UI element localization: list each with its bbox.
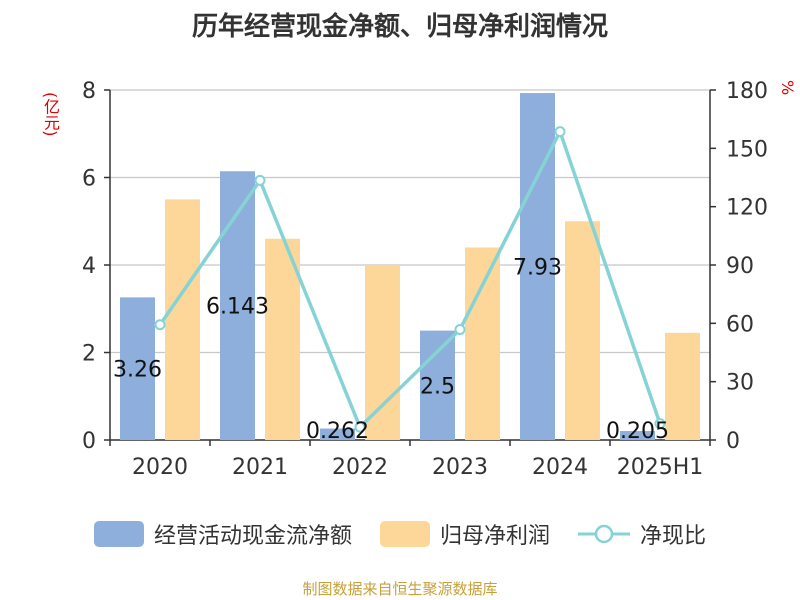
legend-item-profit[interactable]: 归母净利润 bbox=[379, 518, 550, 550]
y-left-tick-label: 8 bbox=[82, 79, 96, 104]
y-axis-left-label: (亿元) bbox=[41, 92, 60, 137]
bar-profit bbox=[365, 265, 400, 440]
x-tick-label: 2024 bbox=[532, 455, 588, 480]
ratio-point bbox=[554, 126, 566, 138]
legend-label-profit: 归母净利润 bbox=[439, 524, 550, 549]
legend-item-ratio[interactable]: 净现比 bbox=[578, 518, 706, 550]
ratio-point bbox=[254, 174, 266, 186]
y-right-tick-label: 120 bbox=[726, 196, 768, 221]
y-right-tick-label: 180 bbox=[726, 79, 768, 104]
ratio-point bbox=[154, 319, 166, 331]
y-right-tick-label: 90 bbox=[726, 254, 754, 279]
y-left-tick-label: 4 bbox=[82, 254, 96, 279]
legend-swatch-profit bbox=[379, 521, 430, 547]
x-tick-label: 2025H1 bbox=[617, 455, 704, 480]
y-right-tick-label: 150 bbox=[726, 137, 768, 162]
data-label-cashflow: 0.205 bbox=[606, 419, 669, 444]
y-axis-right-label: % bbox=[778, 80, 797, 96]
data-label-cashflow: 2.5 bbox=[420, 374, 455, 399]
ratio-point bbox=[654, 418, 666, 430]
bar-profit bbox=[265, 238, 300, 440]
source-note: 制图数据来自恒生聚源数据库 bbox=[302, 580, 498, 598]
legend-line-icon bbox=[578, 524, 630, 544]
y-right-tick-label: 60 bbox=[726, 312, 754, 337]
data-label-cashflow: 0.262 bbox=[306, 419, 369, 444]
ratio-point bbox=[354, 421, 366, 433]
y-left-tick-label: 0 bbox=[82, 429, 96, 454]
bar-cashflow bbox=[220, 171, 255, 440]
x-tick-label: 2021 bbox=[232, 455, 288, 480]
data-label-cashflow: 7.93 bbox=[513, 256, 562, 281]
ratio-line bbox=[158, 127, 662, 431]
bar-profit bbox=[665, 332, 700, 440]
legend-label-cashflow: 经营活动现金流净额 bbox=[153, 524, 352, 549]
x-tick-label: 2020 bbox=[132, 455, 188, 480]
bar-cashflow bbox=[120, 297, 155, 440]
data-label-cashflow: 6.143 bbox=[206, 295, 269, 320]
legend-item-cashflow[interactable]: 经营活动现金流净额 bbox=[93, 518, 352, 550]
y-left-tick-label: 6 bbox=[82, 167, 96, 192]
chart-title: 历年经营现金净额、归母净利润情况 bbox=[191, 12, 608, 42]
ratio-point bbox=[454, 324, 466, 336]
legend-label-ratio: 净现比 bbox=[640, 524, 707, 549]
y-right-tick-label: 30 bbox=[726, 371, 754, 396]
bar-profit bbox=[465, 247, 500, 440]
legend: 经营活动现金流净额 归母净利润 净现比 bbox=[0, 518, 800, 550]
y-right-tick-label: 0 bbox=[726, 429, 740, 454]
x-tick-label: 2023 bbox=[432, 455, 488, 480]
bar-cashflow bbox=[420, 330, 455, 440]
bar-cashflow bbox=[320, 428, 355, 440]
bar-cashflow bbox=[620, 431, 655, 440]
legend-swatch-cashflow bbox=[93, 521, 144, 547]
x-tick-label: 2022 bbox=[332, 455, 388, 480]
y-left-tick-label: 2 bbox=[82, 342, 96, 367]
data-label-cashflow: 3.26 bbox=[113, 358, 162, 383]
bar-profit bbox=[165, 199, 200, 440]
bar-profit bbox=[565, 221, 600, 440]
